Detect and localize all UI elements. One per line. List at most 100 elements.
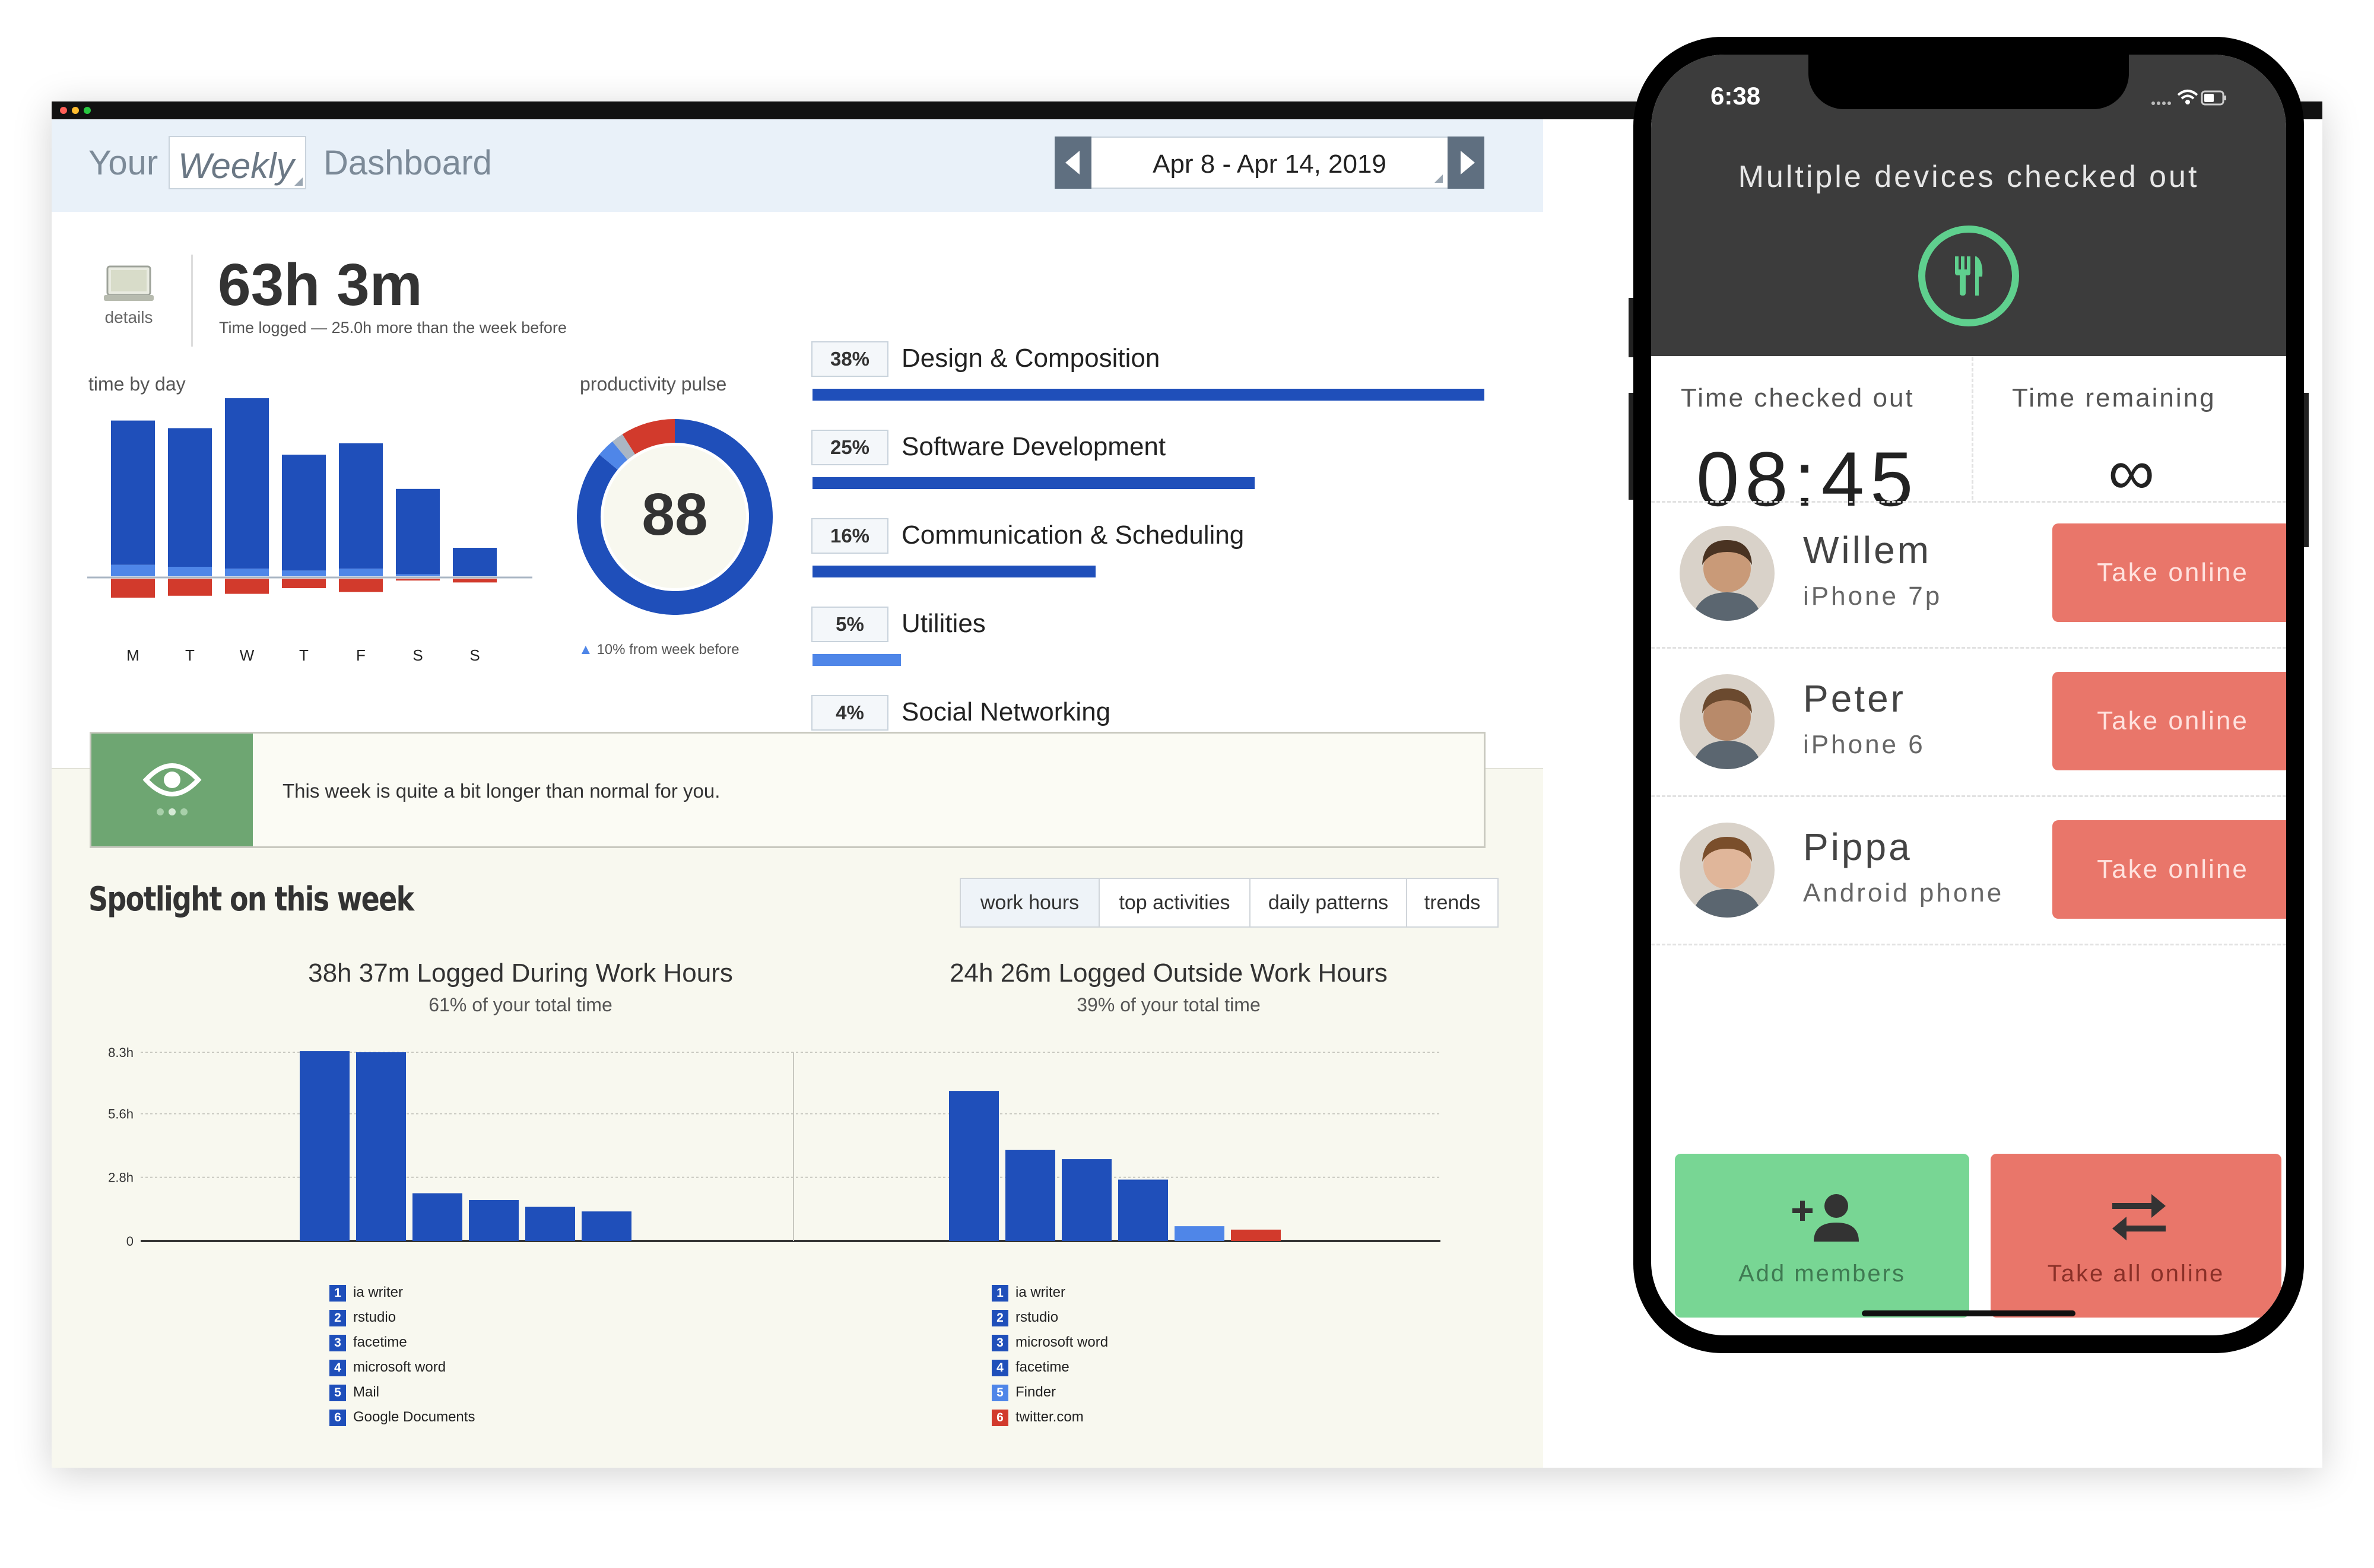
app-bar[interactable] xyxy=(412,1193,462,1241)
app-bar[interactable] xyxy=(469,1200,519,1241)
day-distracting-bar[interactable] xyxy=(453,579,497,583)
arrow-left-icon xyxy=(1065,151,1080,174)
legend-rank: 3 xyxy=(992,1334,1008,1351)
member-name: Peter xyxy=(1803,677,1906,720)
fork-knife-icon xyxy=(1955,256,1983,296)
header-your-label: Your xyxy=(88,144,158,182)
app-bar[interactable] xyxy=(1118,1179,1168,1241)
day-distracting-bar[interactable] xyxy=(339,579,383,592)
app-bar[interactable] xyxy=(300,1051,350,1241)
total-time-logged: 63h 3m xyxy=(218,252,423,318)
app-bar[interactable] xyxy=(582,1211,631,1241)
take-all-online-button[interactable]: Take all online xyxy=(1991,1154,2281,1318)
spotlight-title: Spotlight on this week xyxy=(88,880,414,919)
day-productive-bar[interactable] xyxy=(339,443,383,569)
legend-label: facetime xyxy=(1015,1359,1069,1375)
category-name[interactable]: Communication & Scheduling xyxy=(902,520,1245,550)
time-remaining-value: ∞ xyxy=(2108,436,2155,509)
day-label: M xyxy=(126,646,139,664)
day-distracting-bar[interactable] xyxy=(111,579,155,598)
status-clock: 6:38 xyxy=(1710,82,1761,110)
category-bar xyxy=(813,477,1255,489)
time-remaining-label: Time remaining xyxy=(2012,383,2216,412)
member-name: Willem xyxy=(1803,529,1931,572)
y-tick-label: 8.3h xyxy=(108,1045,134,1060)
day-distracting-bar[interactable] xyxy=(168,579,212,596)
day-label: F xyxy=(356,646,366,664)
productivity-pulse-label: productivity pulse xyxy=(580,373,727,395)
day-neutral-bar[interactable] xyxy=(168,567,212,576)
take-online-button[interactable]: Take online xyxy=(2052,523,2286,622)
legend-item: 3 facetime xyxy=(329,1334,407,1358)
day-productive-bar[interactable] xyxy=(453,548,497,576)
tab-trends[interactable]: trends xyxy=(1406,878,1499,928)
day-neutral-bar[interactable] xyxy=(111,564,155,576)
time-by-day-chart xyxy=(87,398,532,598)
minimize-dot-icon[interactable] xyxy=(72,107,79,114)
volume-button xyxy=(1629,393,1633,500)
day-neutral-bar[interactable] xyxy=(396,574,440,576)
app-bar[interactable] xyxy=(1062,1159,1112,1241)
legend-label: Mail xyxy=(353,1384,380,1400)
legend-label: rstudio xyxy=(1015,1309,1059,1325)
app-bar[interactable] xyxy=(1175,1226,1224,1241)
productivity-pulse-donut[interactable]: 88 xyxy=(574,416,776,618)
category-name[interactable]: Software Development xyxy=(902,432,1166,461)
legend-item: 6 Google Documents xyxy=(329,1409,475,1433)
add-members-button[interactable]: Add members xyxy=(1675,1154,1969,1318)
take-online-button[interactable]: Take online xyxy=(2052,820,2286,919)
category-name[interactable]: Utilities xyxy=(902,609,986,638)
select-resize-icon xyxy=(294,177,303,186)
day-productive-bar[interactable] xyxy=(111,420,155,565)
app-bar[interactable] xyxy=(949,1091,999,1241)
date-range-field[interactable]: Apr 8 - Apr 14, 2019 xyxy=(1091,137,1448,189)
pulse-segment xyxy=(599,441,628,470)
period-select[interactable]: Weekly xyxy=(169,136,306,189)
legend-label: ia writer xyxy=(1015,1284,1066,1300)
zoom-dot-icon[interactable] xyxy=(84,107,91,114)
app-bar[interactable] xyxy=(1005,1150,1055,1241)
legend-rank: 2 xyxy=(992,1309,1008,1326)
legend-rank: 6 xyxy=(992,1409,1008,1426)
close-dot-icon[interactable] xyxy=(60,107,67,114)
day-distracting-bar[interactable] xyxy=(396,579,440,581)
day-distracting-bar[interactable] xyxy=(282,579,326,588)
app-bar[interactable] xyxy=(1231,1229,1281,1241)
day-distracting-bar[interactable] xyxy=(225,579,269,594)
details-link[interactable]: details xyxy=(104,308,153,326)
day-neutral-bar[interactable] xyxy=(282,570,326,576)
phone-title: Multiple devices checked out xyxy=(1738,160,2200,194)
app-bar[interactable] xyxy=(356,1052,406,1241)
day-productive-bar[interactable] xyxy=(225,398,269,569)
day-productive-bar[interactable] xyxy=(282,455,326,571)
alert-icon-panel xyxy=(91,734,253,846)
previous-week-button[interactable] xyxy=(1055,137,1091,189)
pulse-segment xyxy=(622,419,675,455)
work-hours-chart-title: 38h 37m Logged During Work Hours xyxy=(308,958,733,988)
person-avatar-icon xyxy=(1691,688,1763,769)
laptop-icon[interactable] xyxy=(104,265,154,302)
day-productive-bar[interactable] xyxy=(396,488,440,574)
select-resize-icon xyxy=(1434,174,1443,183)
category-percent: 4% xyxy=(811,695,888,731)
day-neutral-bar[interactable] xyxy=(225,569,269,576)
category-percent: 25% xyxy=(811,430,888,465)
legend-rank: 3 xyxy=(329,1334,346,1351)
day-neutral-bar[interactable] xyxy=(339,569,383,576)
day-productive-bar[interactable] xyxy=(168,428,212,567)
home-indicator[interactable] xyxy=(1862,1310,2075,1316)
tab-top-activities[interactable]: top activities xyxy=(1099,878,1251,928)
category-name[interactable]: Design & Composition xyxy=(902,344,1160,373)
app-bar[interactable] xyxy=(525,1207,575,1241)
tab-daily-patterns[interactable]: daily patterns xyxy=(1249,878,1407,928)
next-week-button[interactable] xyxy=(1448,137,1484,189)
take-online-button[interactable]: Take online xyxy=(2052,672,2286,770)
spotlight-bar-chart: 8.3h 5.6h 2.8h 0 xyxy=(108,1045,1440,1249)
category-percent: 38% xyxy=(811,341,888,377)
dashboard-header: Your Weekly Dashboard Apr 8 - Apr 14, 20… xyxy=(52,119,1543,212)
stats-divider xyxy=(1972,357,1973,500)
legend-label: Google Documents xyxy=(353,1409,475,1425)
tab-work-hours[interactable]: work hours xyxy=(960,878,1100,928)
category-name[interactable]: Social Networking xyxy=(902,697,1111,726)
dashboard-panel: Your Weekly Dashboard Apr 8 - Apr 14, 20… xyxy=(52,119,1543,1468)
